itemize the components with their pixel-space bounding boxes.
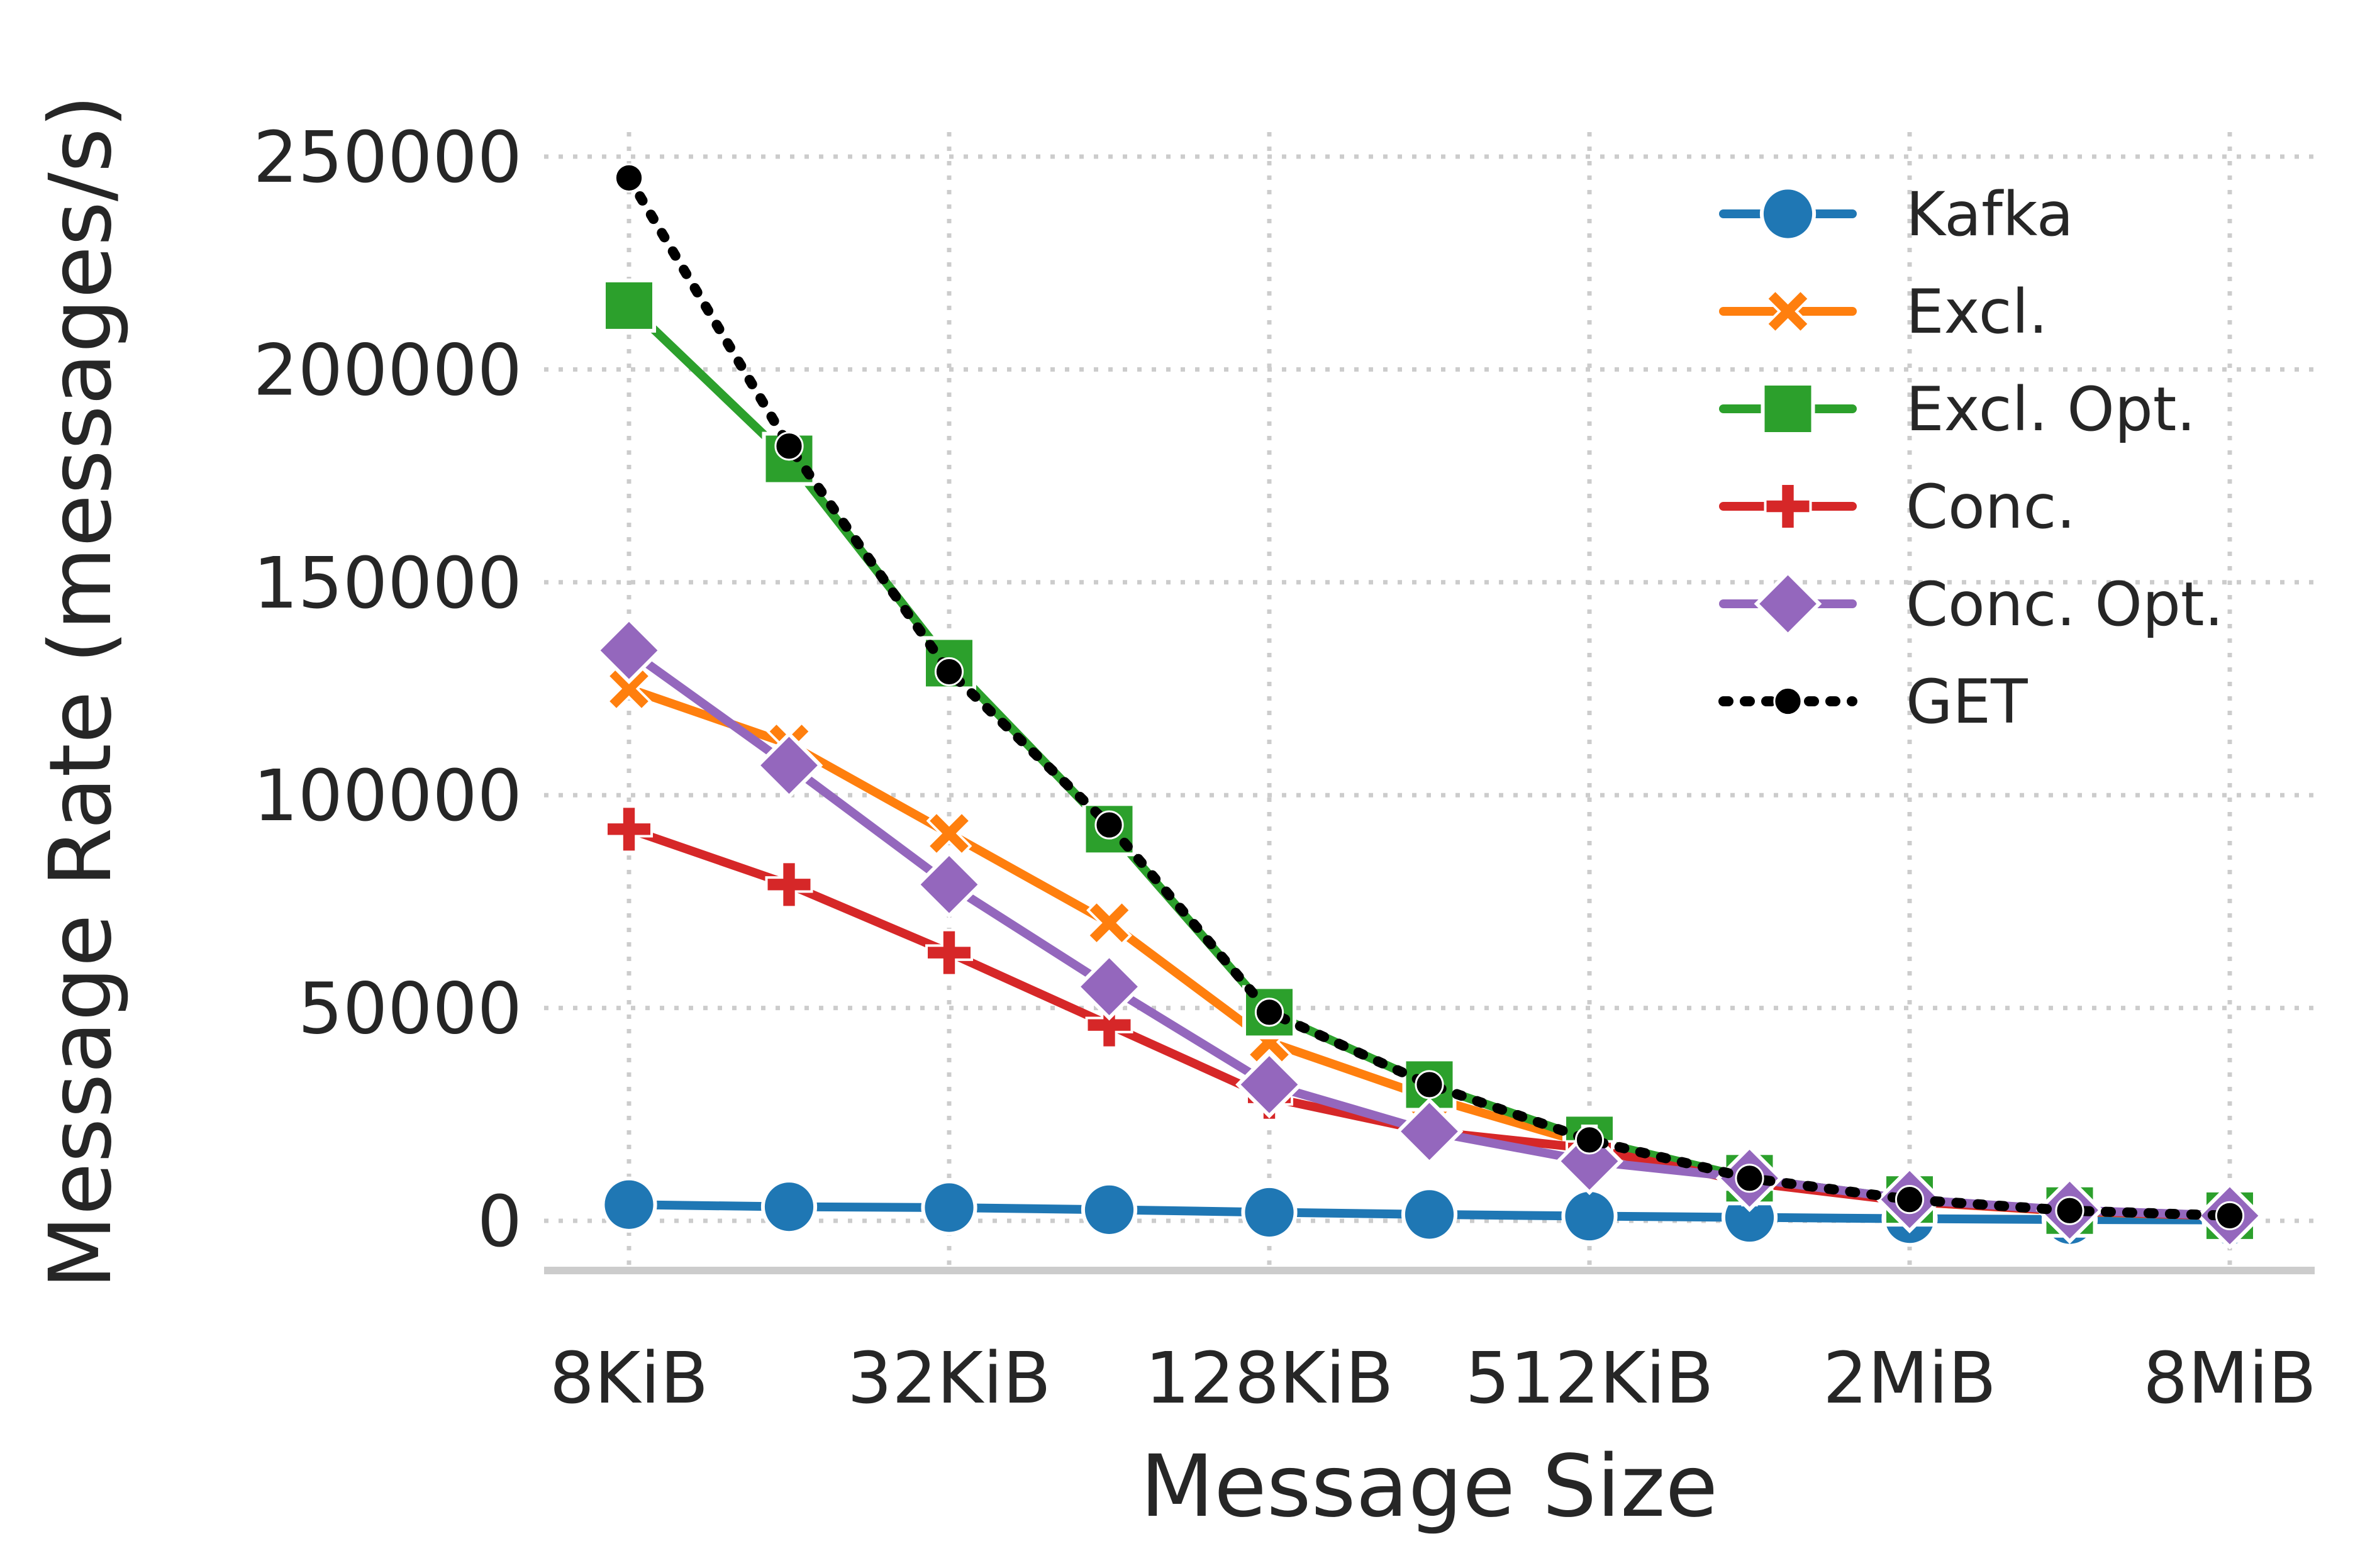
y-tick-label: 200000 (253, 330, 522, 411)
legend: Kafka Excl. Excl. Opt. Conc. Conc. Opt. GET (1718, 179, 2223, 737)
x-axis-ticks: 8KiB 32KiB 128KiB 512KiB 2MiB 8MiB (550, 1338, 2317, 1420)
legend-marker (1761, 382, 1815, 436)
data-point (1561, 1187, 1618, 1245)
legend-label: Conc. (1906, 472, 2076, 542)
legend-label: Kafka (1906, 179, 2074, 250)
legend-item: GET (1718, 667, 2028, 737)
data-point (1735, 1164, 1764, 1193)
y-tick-label: 50000 (298, 969, 522, 1050)
x-tick-label: 32KiB (847, 1338, 1051, 1420)
legend-item: Kafka (1719, 179, 2074, 250)
data-point (1085, 1001, 1133, 1049)
data-point (1401, 1186, 1458, 1243)
data-point (921, 1179, 977, 1236)
data-point (926, 810, 972, 857)
y-tick-label: 0 (477, 1181, 522, 1263)
data-point (934, 657, 964, 687)
data-point (1094, 810, 1124, 840)
y-tick-label: 150000 (253, 543, 522, 625)
data-point (2055, 1196, 2084, 1225)
series-kafka (601, 1176, 2258, 1248)
legend-label: Excl. (1906, 277, 2048, 347)
data-point (1075, 952, 1144, 1021)
data-point (760, 1179, 818, 1235)
y-tick-label: 250000 (253, 117, 522, 199)
legend-item: Excl. (1719, 277, 2048, 347)
legend-label: Excl. Opt. (1906, 374, 2196, 445)
legend-label: GET (1906, 667, 2028, 737)
data-point (1895, 1185, 1925, 1215)
y-axis-ticks: 0 50000 100000 150000 200000 250000 (253, 117, 522, 1263)
legend-item: Conc. (1719, 472, 2076, 542)
data-point (765, 860, 813, 909)
data-point (1081, 1181, 1138, 1238)
y-axis-label: Message Rate (messages/s) (31, 94, 131, 1289)
legend-marker (1754, 570, 1822, 638)
data-point (2215, 1201, 2245, 1230)
data-point (1241, 1184, 1298, 1241)
y-tick-label: 100000 (253, 755, 522, 837)
data-point (602, 278, 656, 333)
data-point (614, 163, 644, 192)
data-point (755, 731, 823, 799)
data-point (1574, 1125, 1605, 1155)
x-tick-label: 8KiB (550, 1338, 709, 1420)
data-point (925, 928, 973, 977)
legend-item: Conc. Opt. (1719, 569, 2223, 640)
data-point (774, 431, 804, 461)
data-point (1415, 1070, 1444, 1099)
legend-label: Conc. Opt. (1906, 569, 2223, 640)
x-tick-label: 2MiB (1823, 1338, 1996, 1420)
legend-marker (1759, 186, 1817, 242)
legend-item: Excl. Opt. (1719, 374, 2196, 445)
data-point (605, 805, 653, 854)
data-point (1086, 899, 1132, 946)
series-get (614, 163, 2245, 1230)
legend-marker (1764, 482, 1812, 530)
data-point (915, 850, 983, 919)
x-tick-label: 128KiB (1145, 1338, 1393, 1420)
data-point (1395, 1098, 1464, 1165)
legend-marker (1773, 686, 1803, 716)
x-tick-label: 8MiB (2143, 1338, 2317, 1420)
x-axis-label: Message Size (1140, 1437, 1718, 1537)
legend-marker (1765, 288, 1811, 335)
data-point (1235, 1050, 1303, 1119)
series-layer (595, 163, 2264, 1250)
data-point (601, 1176, 657, 1233)
x-tick-label: 512KiB (1465, 1338, 1713, 1420)
series-conc (605, 805, 2254, 1240)
data-point (595, 616, 663, 684)
series-line (624, 172, 2235, 1221)
data-point (1254, 998, 1284, 1027)
